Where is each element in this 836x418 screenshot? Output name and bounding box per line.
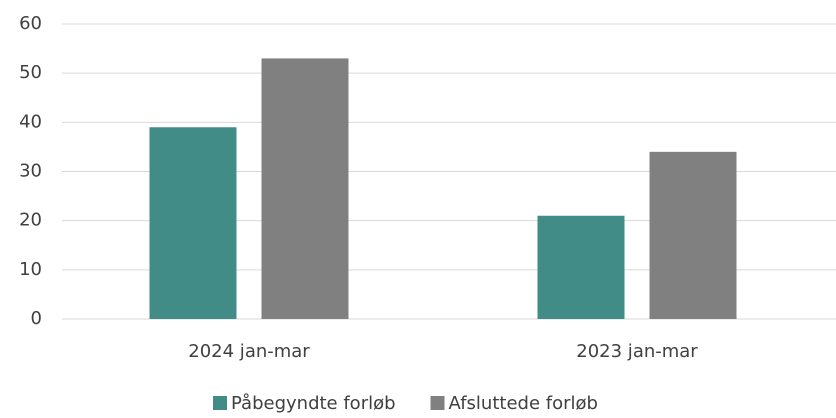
y-tick-label: 50 xyxy=(19,62,42,83)
y-tick-label: 40 xyxy=(19,111,42,132)
x-tick-label: 2024 jan-mar xyxy=(188,341,310,362)
legend-label: Afsluttede forløb xyxy=(449,393,598,414)
bar xyxy=(537,215,625,319)
bar xyxy=(261,58,349,320)
legend-swatch xyxy=(213,396,227,410)
y-tick-label: 20 xyxy=(19,210,42,231)
legend-label: Påbegyndte forløb xyxy=(231,393,396,414)
x-tick-label: 2023 jan-mar xyxy=(576,341,698,362)
y-tick-label: 30 xyxy=(19,161,42,182)
bar xyxy=(649,151,737,319)
y-tick-label: 0 xyxy=(31,308,42,329)
bar xyxy=(149,127,237,319)
y-tick-label: 60 xyxy=(19,13,42,34)
legend-swatch xyxy=(430,396,445,410)
y-tick-label: 10 xyxy=(19,259,42,280)
